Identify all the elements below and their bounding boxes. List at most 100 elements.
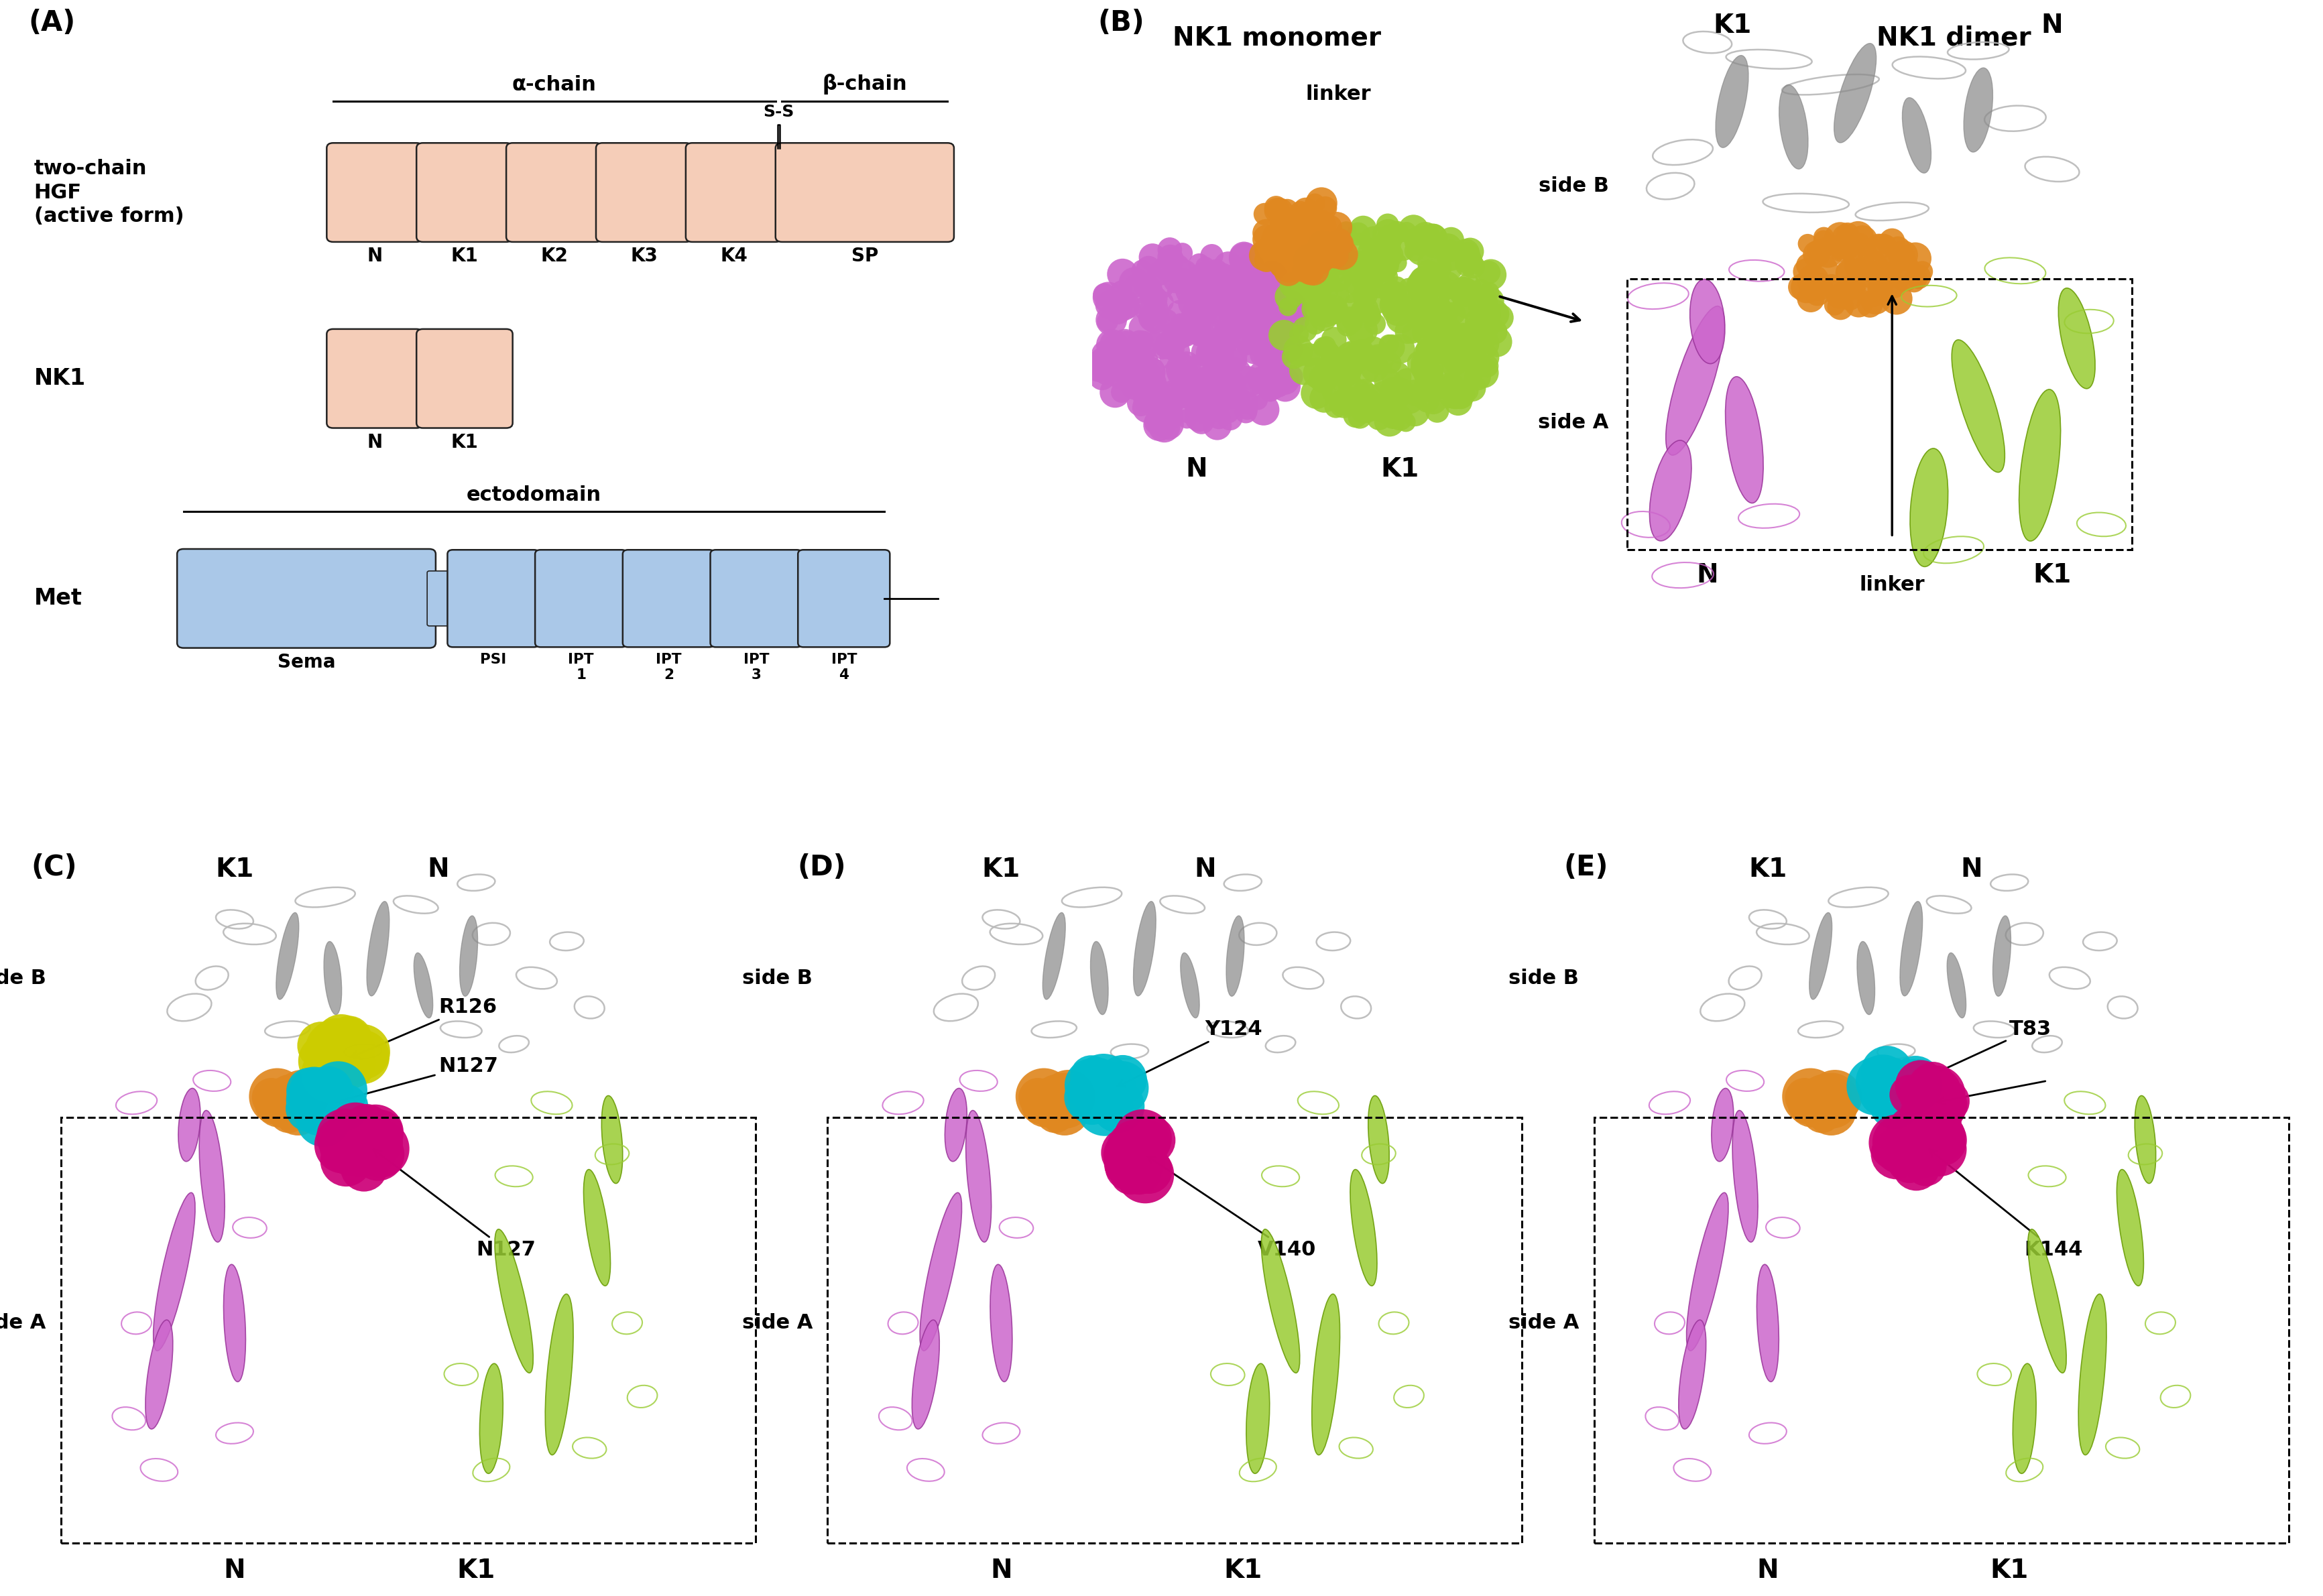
Point <box>1463 289 1501 314</box>
Text: NK1 dimer: NK1 dimer <box>1877 26 2030 51</box>
Ellipse shape <box>1712 1088 1733 1162</box>
Point <box>1254 372 1292 397</box>
Point <box>1273 364 1310 389</box>
Ellipse shape <box>1043 913 1066 999</box>
FancyBboxPatch shape <box>799 549 890 646</box>
Point <box>1245 329 1282 354</box>
Point <box>1303 282 1340 308</box>
Point <box>1257 351 1294 377</box>
Point <box>1415 251 1452 276</box>
Point <box>290 1082 328 1108</box>
Point <box>1791 252 1828 278</box>
Point <box>1073 1087 1110 1112</box>
Point <box>1419 330 1457 356</box>
Point <box>1078 350 1115 375</box>
Point <box>1468 345 1505 370</box>
Point <box>1089 284 1127 310</box>
Point <box>1164 318 1201 343</box>
Point <box>1264 211 1301 236</box>
Point <box>1340 343 1378 369</box>
Text: ectodomain: ectodomain <box>467 485 602 504</box>
Point <box>1401 228 1438 254</box>
Point <box>1275 345 1312 370</box>
Point <box>1868 267 1905 292</box>
Point <box>1171 396 1208 421</box>
Point <box>1891 1079 1928 1104</box>
Point <box>1317 215 1354 241</box>
Point <box>1405 319 1443 345</box>
Point <box>1403 238 1440 263</box>
Point <box>1877 286 1914 311</box>
Point <box>1187 375 1224 401</box>
Point <box>1412 314 1450 340</box>
Text: side A: side A <box>1538 413 1610 433</box>
Point <box>1173 290 1210 316</box>
Point <box>1340 404 1378 429</box>
Point <box>1831 231 1868 257</box>
Point <box>353 1136 390 1162</box>
Point <box>1308 268 1345 294</box>
Point <box>1296 233 1333 259</box>
Point <box>1357 356 1394 381</box>
Point <box>1382 289 1419 314</box>
Text: side A: side A <box>741 1314 813 1333</box>
Point <box>1162 302 1199 327</box>
Point <box>311 1098 348 1124</box>
Point <box>1259 243 1296 268</box>
Point <box>1103 1076 1141 1101</box>
Point <box>1457 351 1494 377</box>
Point <box>1157 267 1194 292</box>
Point <box>1238 388 1275 413</box>
Point <box>1324 391 1361 417</box>
Point <box>1110 1162 1148 1187</box>
Point <box>1178 271 1215 297</box>
Point <box>1299 281 1336 306</box>
Point <box>1155 362 1192 388</box>
Point <box>1222 259 1259 284</box>
Point <box>1301 238 1338 263</box>
Point <box>1454 254 1491 279</box>
Text: N: N <box>1194 857 1215 883</box>
Point <box>1182 319 1220 345</box>
Point <box>1152 345 1189 370</box>
Point <box>1842 260 1879 286</box>
Point <box>1145 397 1182 423</box>
Point <box>1129 394 1166 420</box>
Point <box>1306 334 1343 359</box>
Point <box>1103 1066 1141 1092</box>
Point <box>1923 1095 1961 1120</box>
Point <box>1134 370 1171 396</box>
Point <box>1345 286 1382 311</box>
Point <box>1215 271 1252 297</box>
Point <box>1306 365 1343 391</box>
Text: N: N <box>2042 13 2063 38</box>
Point <box>1162 278 1199 303</box>
Point <box>1099 342 1136 367</box>
Point <box>1317 243 1354 268</box>
Point <box>1440 378 1477 404</box>
Text: Sema: Sema <box>276 653 335 672</box>
Point <box>1368 212 1405 238</box>
Point <box>1378 275 1415 300</box>
Point <box>1162 361 1199 386</box>
Point <box>1863 1080 1900 1106</box>
Point <box>290 1096 328 1122</box>
Text: (C): (C) <box>30 854 77 881</box>
Point <box>1354 394 1391 420</box>
Point <box>1078 1069 1115 1095</box>
Point <box>1378 381 1415 407</box>
Point <box>1222 311 1259 337</box>
Point <box>311 1080 348 1106</box>
Point <box>1168 405 1206 431</box>
Point <box>1378 220 1415 246</box>
Point <box>1364 235 1401 260</box>
Point <box>1910 1104 1947 1130</box>
Point <box>1268 313 1306 338</box>
Point <box>1826 223 1863 249</box>
Point <box>1108 329 1145 354</box>
Point <box>1220 383 1257 409</box>
Point <box>1415 356 1452 381</box>
Point <box>1891 1148 1928 1173</box>
Text: side B: side B <box>741 969 813 988</box>
Point <box>1252 321 1289 346</box>
